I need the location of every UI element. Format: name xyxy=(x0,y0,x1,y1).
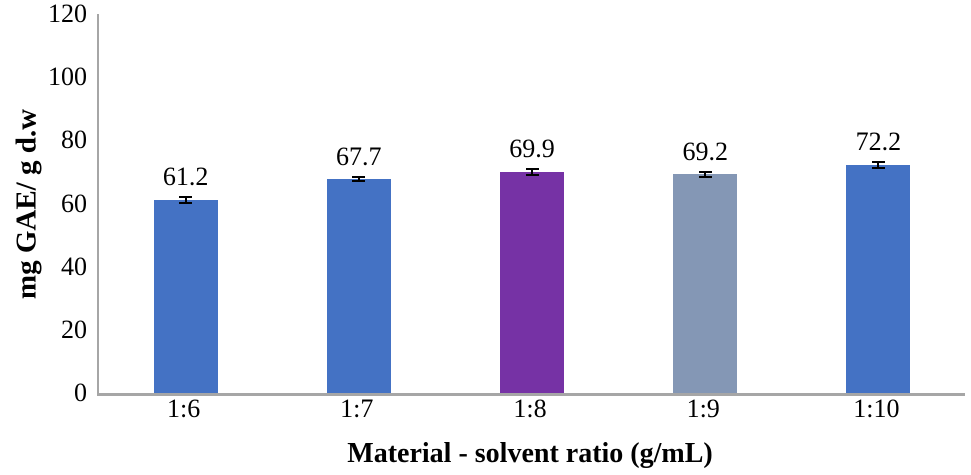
error-cap-top xyxy=(179,195,193,198)
data-label: 69.2 xyxy=(682,136,728,166)
error-whisker xyxy=(877,161,880,169)
error-whisker xyxy=(531,168,533,177)
x-axis-title: Material - solvent ratio (g/mL) xyxy=(347,438,713,469)
y-tick-label: 120 xyxy=(48,0,87,28)
y-tick-label: 0 xyxy=(74,378,87,407)
data-label: 69.9 xyxy=(509,134,555,164)
y-tick-label: 40 xyxy=(61,251,87,281)
x-tick-label: 1:6 xyxy=(166,394,201,423)
data-label: 61.2 xyxy=(162,161,209,191)
error-whisker xyxy=(704,170,707,178)
error-cap-bottom xyxy=(179,201,193,204)
error-cap-top xyxy=(698,170,712,173)
error-cap-bottom xyxy=(525,174,539,177)
y-tick-label: 20 xyxy=(61,314,87,344)
y-tick-label: 100 xyxy=(48,62,87,92)
bar-1-10 xyxy=(846,164,911,393)
x-tick-label: 1:8 xyxy=(513,394,547,423)
error-cap-top xyxy=(871,161,885,164)
error-bar xyxy=(698,170,712,178)
bar-1-6 xyxy=(153,199,218,393)
error-whisker xyxy=(357,176,360,183)
bar-1-7 xyxy=(326,179,391,393)
error-bar xyxy=(352,176,366,183)
x-tick-label: 1:10 xyxy=(853,394,900,423)
error-cap-bottom xyxy=(871,166,885,169)
bar-1-8 xyxy=(500,172,564,393)
error-cap-bottom xyxy=(698,175,712,178)
error-bar xyxy=(525,168,539,177)
error-cap-bottom xyxy=(352,180,366,183)
error-bar xyxy=(871,161,885,169)
y-tick-label: 80 xyxy=(61,125,87,155)
data-label: 67.7 xyxy=(336,142,382,172)
data-label: 72.2 xyxy=(855,127,902,157)
error-whisker xyxy=(184,195,187,204)
x-tick-label: 1:9 xyxy=(686,394,720,423)
error-bar xyxy=(179,195,193,204)
x-tick-label: 1:7 xyxy=(340,394,374,423)
error-cap-top xyxy=(525,168,539,171)
error-cap-top xyxy=(352,176,366,179)
y-tick-label: 60 xyxy=(61,188,87,218)
plot-area: 0 20 40 60 80 100 120 61.2 67.7 69.9 69.2 72.2 xyxy=(48,1,965,406)
bar-1-9 xyxy=(673,174,738,393)
